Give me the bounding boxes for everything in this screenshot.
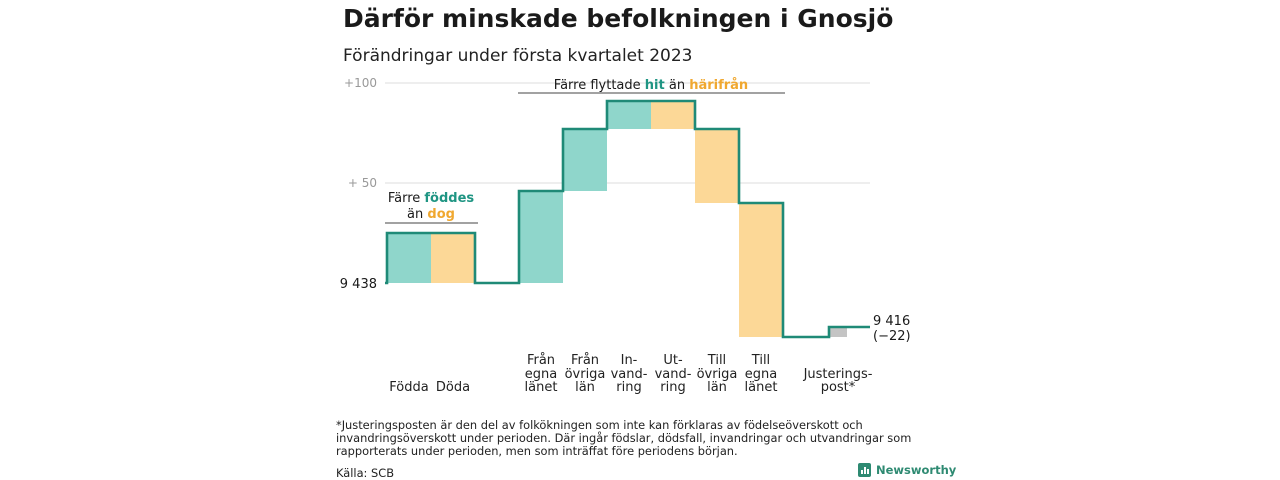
category-label: Födda xyxy=(389,380,429,395)
category-label: Till egna länet xyxy=(744,353,778,395)
waterfall-bar xyxy=(431,233,475,283)
category-label: Ut- vand- ring xyxy=(654,353,692,395)
waterfall-bar xyxy=(651,101,695,129)
brand-name: Newsworthy xyxy=(876,463,957,477)
waterfall-bar xyxy=(739,203,783,337)
y-tick-label: + 50 xyxy=(348,176,377,190)
category-label: Från egna länet xyxy=(524,353,558,395)
births-annotation: Färre föddes xyxy=(388,191,475,206)
migration-annotation: Färre flyttade hit än härifrån xyxy=(554,78,748,93)
end-change-label: (−22) xyxy=(873,329,911,344)
births-annotation-line2: än dog xyxy=(407,207,455,222)
waterfall-bar xyxy=(607,101,651,129)
waterfall-bar xyxy=(829,327,847,337)
brand-logo: Newsworthy xyxy=(858,463,956,477)
category-label: Från övriga län xyxy=(564,353,606,395)
waterfall-bar xyxy=(387,233,431,283)
cumulative-line xyxy=(385,99,870,339)
category-label: Döda xyxy=(435,380,471,395)
waterfall-bar xyxy=(695,129,739,203)
y-tick-label: +100 xyxy=(344,76,377,90)
waterfall-bar xyxy=(563,129,607,191)
category-label: Till övriga län xyxy=(696,353,738,395)
category-label: Justerings- post* xyxy=(803,366,873,395)
end-value-label: 9 416 xyxy=(873,314,910,329)
source-label: Källa: SCB xyxy=(336,466,395,480)
newsworthy-icon xyxy=(858,463,871,477)
waterfall-bar xyxy=(519,191,563,283)
chart-subtitle: Förändringar under första kvartalet 2023 xyxy=(343,46,693,66)
category-label: In- vand- ring xyxy=(610,353,648,395)
start-value-label: 9 438 xyxy=(340,277,377,292)
footnote: *Justeringsposten är den del av folkökni… xyxy=(336,418,912,458)
chart-title: Därför minskade befolkningen i Gnosjö xyxy=(343,4,894,33)
